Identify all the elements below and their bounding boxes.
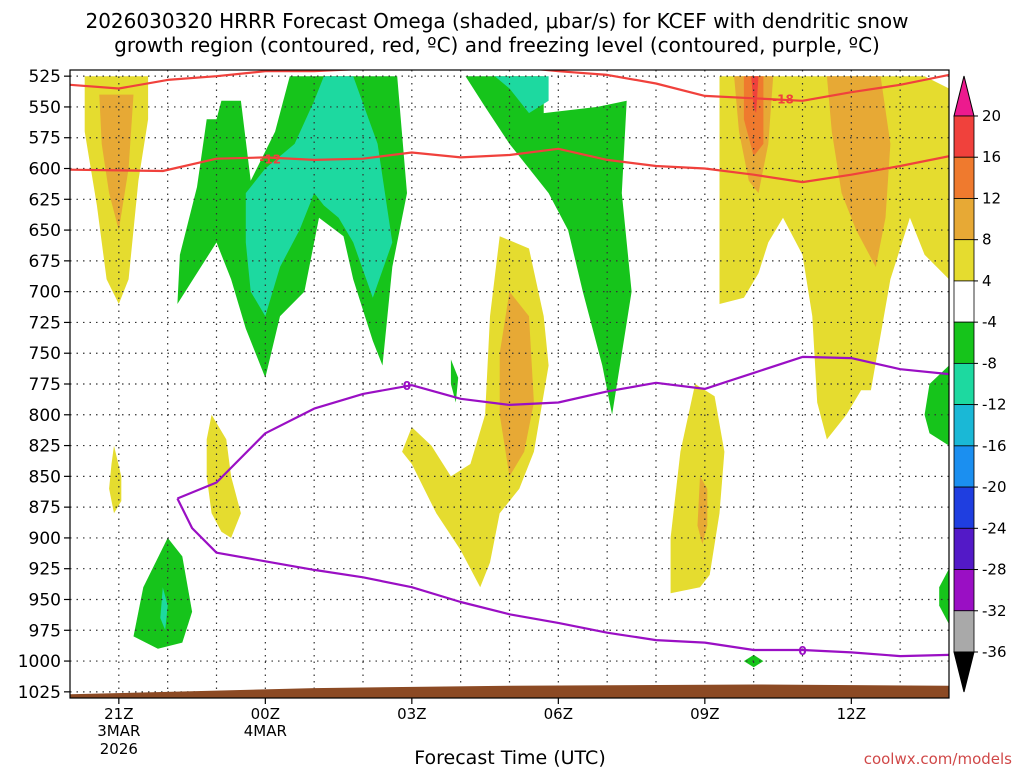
plot-area: -12 -18 0 0 xyxy=(70,70,949,698)
omega-region-4 xyxy=(465,76,632,415)
xtick-label-5: 12Z xyxy=(837,705,866,723)
colorbar-bin-13 xyxy=(953,610,975,653)
ytick-label-950: 950 xyxy=(29,590,61,610)
colorbar-label-13: -36 xyxy=(982,643,1007,661)
omega-region-3 xyxy=(245,76,393,317)
colorbar-bin-8 xyxy=(953,404,975,447)
colorbar-label-6: -8 xyxy=(982,354,997,372)
omega-region-13 xyxy=(670,384,725,594)
ytick-label-875: 875 xyxy=(29,498,61,518)
dgz-label-minus12: -12 xyxy=(259,153,281,167)
colorbar-label-9: -20 xyxy=(982,478,1007,496)
omega-region-1 xyxy=(99,94,134,231)
xtick-date-0: 3MAR xyxy=(97,722,140,740)
ytick-label-750: 750 xyxy=(29,344,61,364)
chart-title-line2: growth region (contoured, red, ºC) and f… xyxy=(114,33,880,57)
freezing-label-lower: 0 xyxy=(798,644,806,658)
colorbar-bin-5 xyxy=(953,280,975,323)
terrain-fill xyxy=(70,684,949,698)
xtick-label-2: 03Z xyxy=(397,705,426,723)
credit-text: coolwx.com/models xyxy=(864,750,1012,768)
colorbar-bin-12 xyxy=(953,569,975,612)
y-axis: 525 550 575 600 625 650 675 700 725 750 775 800 825 8… xyxy=(18,67,70,703)
colorbar-bin-2 xyxy=(953,156,975,199)
xtick-label-4: 09Z xyxy=(690,705,719,723)
ytick-label-900: 900 xyxy=(29,529,61,549)
freezing-level-upper-line xyxy=(176,355,949,500)
chart-title-line1: 2026030320 HRRR Forecast Omega (shaded, … xyxy=(85,9,908,33)
colorbar-label-10: -24 xyxy=(982,519,1007,537)
ytick-label-1025: 1025 xyxy=(18,683,61,703)
colorbar-label-5: -4 xyxy=(982,313,997,331)
contour-layer: -12 -18 0 0 xyxy=(70,70,949,658)
colorbar-label-1: 16 xyxy=(982,148,1001,166)
colorbar-label-2: 12 xyxy=(982,189,1001,207)
omega-region-15 xyxy=(109,445,122,514)
xtick-year-0: 2026 xyxy=(100,740,138,758)
ytick-label-775: 775 xyxy=(29,375,61,395)
omega-region-18 xyxy=(160,587,168,631)
ytick-label-975: 975 xyxy=(29,621,61,641)
ytick-label-650: 650 xyxy=(29,221,61,241)
colorbar-label-7: -12 xyxy=(982,396,1007,414)
colorbar-bin-9 xyxy=(953,445,975,488)
ytick-label-850: 850 xyxy=(29,467,61,487)
omega-region-5 xyxy=(494,76,549,114)
xtick-date-1: 4MAR xyxy=(244,722,287,740)
ytick-label-1000: 1000 xyxy=(18,652,61,672)
omega-region-8 xyxy=(826,76,891,267)
omega-region-10 xyxy=(751,76,759,114)
xtick-label-3: 06Z xyxy=(544,705,573,723)
ytick-label-825: 825 xyxy=(29,437,61,457)
dgz-label-minus18: -18 xyxy=(772,92,794,106)
ytick-label-600: 600 xyxy=(29,160,61,180)
dgz-contour-line-1 xyxy=(70,70,949,102)
ytick-label-800: 800 xyxy=(29,406,61,426)
freezing-label-upper: 0 xyxy=(403,379,411,393)
colorbar-bin-3 xyxy=(953,198,975,241)
freezing-level-lower-line xyxy=(176,498,949,658)
omega-region-12 xyxy=(499,291,534,477)
ytick-label-575: 575 xyxy=(29,129,61,149)
xtick-label-1: 00Z xyxy=(251,705,280,723)
ytick-label-700: 700 xyxy=(29,283,61,303)
omega-region-19 xyxy=(450,359,459,403)
colorbar-bin-10 xyxy=(953,486,975,529)
xtick-label-0: 21Z xyxy=(104,705,133,723)
colorbar-top-arrow xyxy=(953,75,975,117)
colorbar-bin-11 xyxy=(953,527,975,570)
colorbar-bin-4 xyxy=(953,239,975,282)
colorbar-label-0: 20 xyxy=(982,107,1001,125)
ytick-label-725: 725 xyxy=(29,313,61,333)
colorbar-label-3: 8 xyxy=(982,231,992,249)
colorbar-label-8: -16 xyxy=(982,437,1007,455)
colorbar-bin-1 xyxy=(953,115,975,158)
colorbar-label-4: 4 xyxy=(982,272,992,290)
omega-region-22 xyxy=(939,568,949,625)
colorbar-label-11: -28 xyxy=(982,561,1007,579)
colorbar-label-12: -32 xyxy=(982,602,1007,620)
ytick-label-675: 675 xyxy=(29,252,61,272)
terrain-layer xyxy=(70,684,949,698)
ytick-label-525: 525 xyxy=(29,67,61,87)
colorbar-bottom-arrow xyxy=(953,651,975,693)
colorbar: 20 16 12 8 4 -4 -8 -12 -16 -20 -24 -28 -32 -36 xyxy=(953,75,1007,693)
omega-shading-layer xyxy=(84,76,949,668)
x-axis-title: Forecast Time (UTC) xyxy=(414,747,605,768)
ytick-label-925: 925 xyxy=(29,560,61,580)
omega-region-21 xyxy=(924,365,949,446)
dgz-contour-line-0 xyxy=(70,147,949,184)
ytick-label-550: 550 xyxy=(29,98,61,118)
ytick-label-625: 625 xyxy=(29,190,61,210)
colorbar-bin-6 xyxy=(953,321,975,364)
colorbar-bin-7 xyxy=(953,362,975,406)
